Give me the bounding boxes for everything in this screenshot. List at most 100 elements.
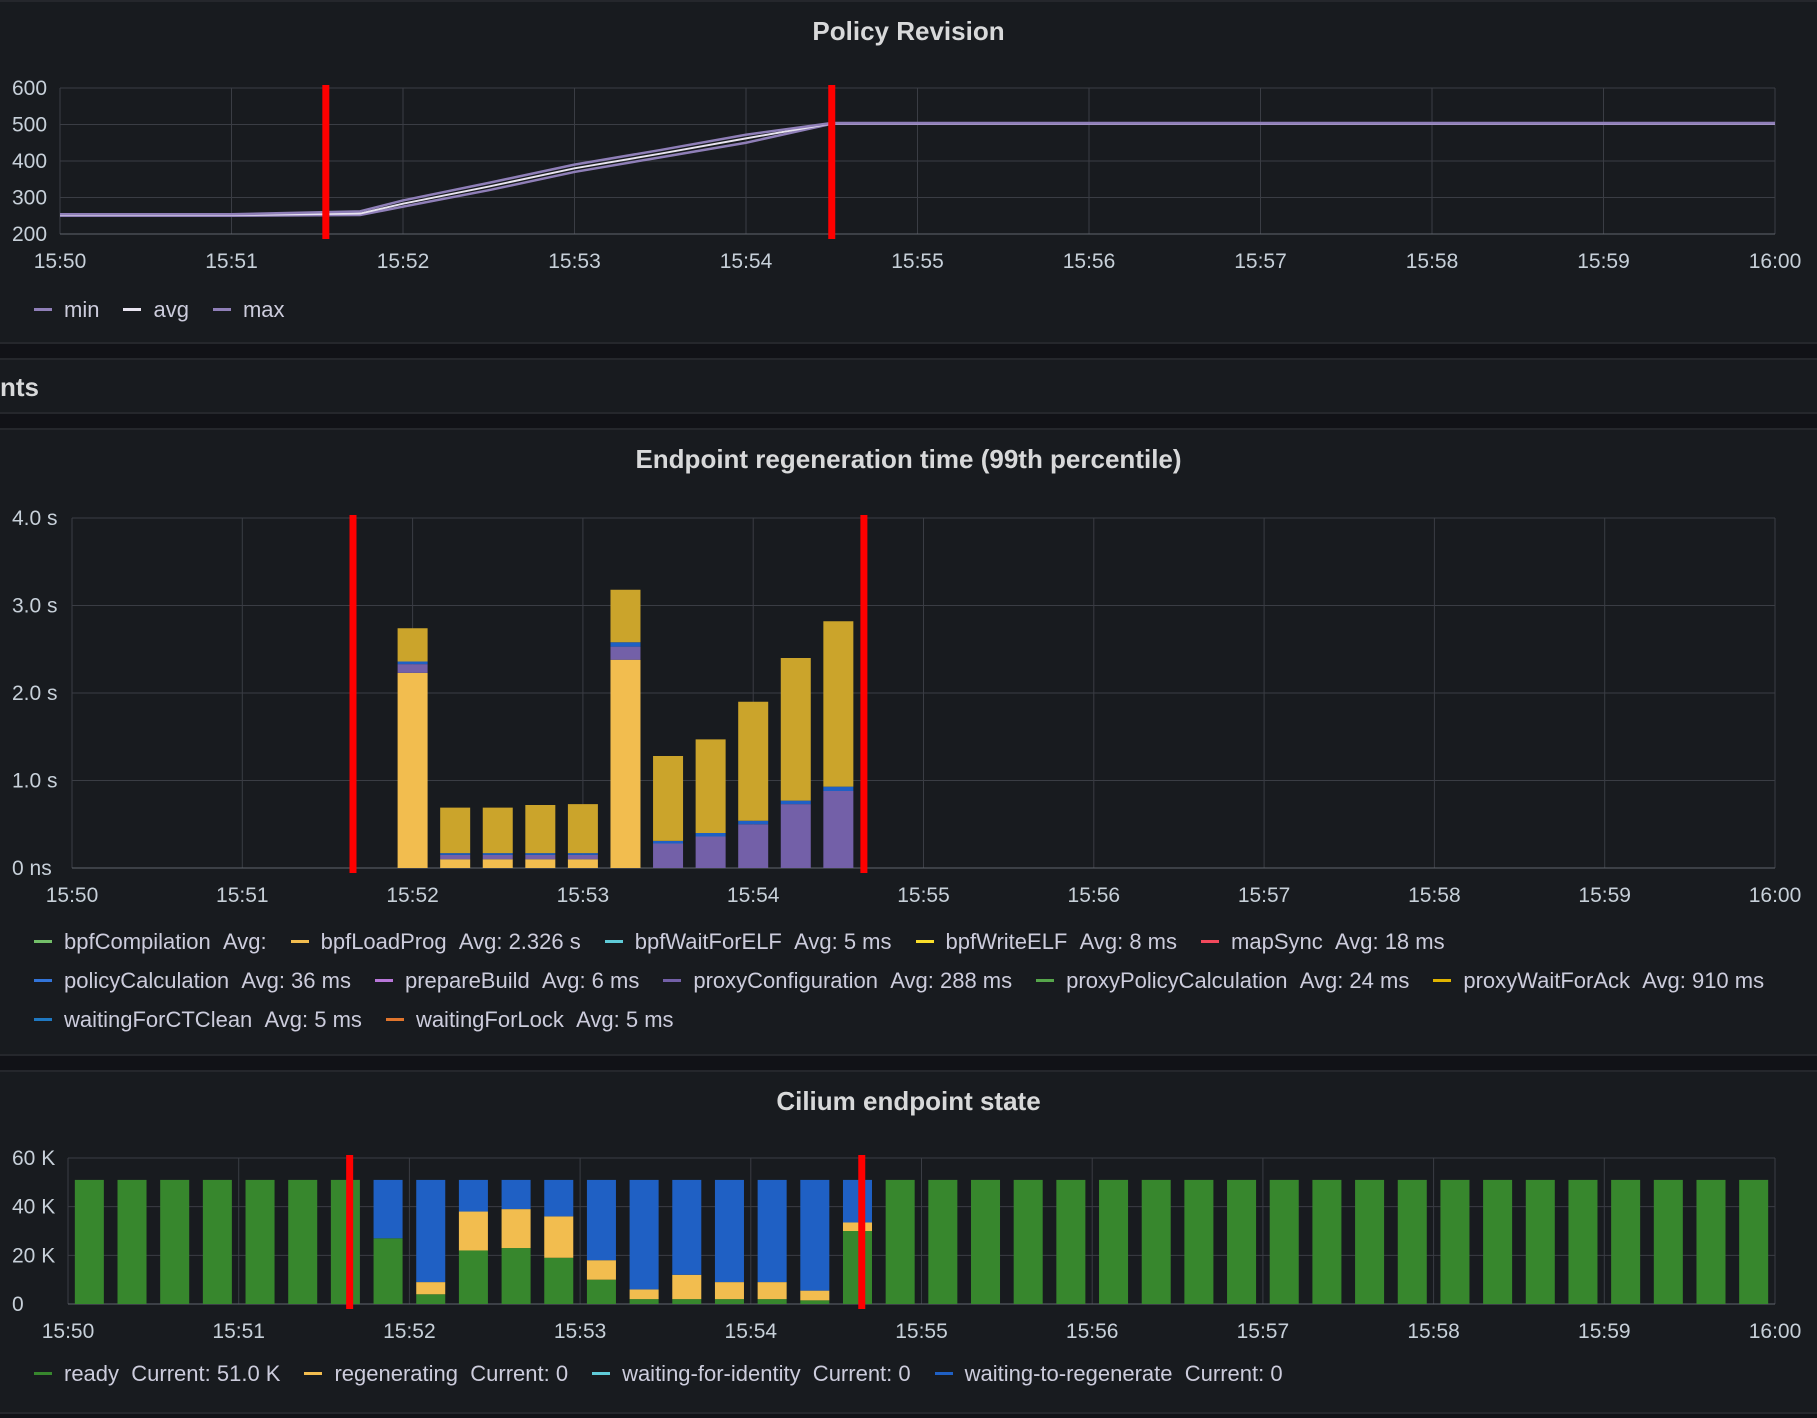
legend-item[interactable]: bpfCompilation Avg: <box>34 922 267 961</box>
row-title[interactable]: nts <box>0 372 39 402</box>
bar-segment-policyCalculation <box>695 833 726 837</box>
x-tick-label: 15:57 <box>1234 250 1287 273</box>
legend-swatch <box>934 1371 953 1375</box>
bar-segment-bpfLoadProg <box>610 589 641 643</box>
x-tick-label: 15:52 <box>377 250 430 273</box>
x-tick-label: 15:50 <box>34 250 87 273</box>
legend-swatch <box>1036 978 1055 982</box>
bar-segment-proxyWaitForAck <box>567 859 598 868</box>
legend-item[interactable]: proxyPolicyCalculation Avg: 24 ms <box>1036 961 1409 1000</box>
bar-segment-policyCalculation <box>653 840 684 844</box>
bar-segment-ready <box>586 1279 616 1304</box>
legend-swatch <box>915 939 934 943</box>
annotation-marker <box>349 515 357 873</box>
legend-label: bpfLoadProg <box>320 929 447 954</box>
legend-label: prepareBuild <box>404 968 530 993</box>
bar-segment-ready <box>330 1179 360 1304</box>
bar-segment-ready <box>1269 1179 1299 1304</box>
endpoint-state-chart: 0 20 K 40 K 60 K 15:50 15:51 15:52 15:53 15:54 15… <box>12 1147 1801 1343</box>
legend-swatch <box>1201 939 1220 943</box>
x-tick-label: 15:51 <box>216 884 269 907</box>
legend-item[interactable]: proxyWaitForAck Avg: 910 ms <box>1433 961 1764 1000</box>
legend-item[interactable]: policyCalculation Avg: 36 ms <box>34 961 351 1000</box>
bar-segment-waiting-to-regenerate <box>544 1179 574 1217</box>
endpoint-state-panel: Cilium endpoint state 0 20 K 40 K 60 K 15:50… <box>0 1070 1817 1414</box>
bar-segment-regenerating <box>544 1216 574 1258</box>
bar-segment-bpfLoadProg <box>780 658 811 801</box>
legend-stat: Avg: 8 ms <box>1067 929 1178 954</box>
legend-item[interactable]: waiting-to-regenerate Current: 0 <box>934 1354 1283 1393</box>
panel-title[interactable]: Endpoint regeneration time (99th percent… <box>635 444 1182 474</box>
bar-segment-ready <box>1355 1179 1385 1304</box>
legend-stat: Avg: <box>210 929 267 954</box>
regen-time-legend: bpfCompilation Avg: bpfLoadProg Avg: 2.32… <box>34 922 1807 1039</box>
legend-item[interactable]: bpfWriteELF Avg: 8 ms <box>915 922 1178 961</box>
x-tick-label: 15:53 <box>548 250 601 273</box>
legend-item[interactable]: bpfLoadProg Avg: 2.326 s <box>290 922 581 961</box>
bar-segment-policyCalculation <box>525 853 556 855</box>
legend-swatch <box>385 1017 404 1021</box>
y-tick-label: 4.0 s <box>12 507 58 530</box>
bar-segment-waiting-to-regenerate <box>842 1179 872 1223</box>
bar-segment-regenerating <box>800 1290 830 1301</box>
regen-time-panel: Endpoint regeneration time (99th percent… <box>0 428 1817 1056</box>
bar-segment-proxyWaitForAck <box>440 859 471 868</box>
legend-item[interactable]: regenerating Current: 0 <box>304 1354 568 1393</box>
bar-segment-proxyWaitForAck <box>610 659 641 868</box>
legend-item[interactable]: prepareBuild Avg: 6 ms <box>374 961 639 1000</box>
bar-segment-waiting-to-regenerate <box>458 1179 488 1212</box>
legend-swatch <box>290 939 309 943</box>
bar-segment-ready <box>416 1294 446 1304</box>
legend-item[interactable]: min <box>34 290 99 329</box>
bar-segment-regenerating <box>416 1282 446 1295</box>
bar-segment-proxyConfiguration <box>397 664 428 673</box>
legend-label: proxyConfiguration <box>693 968 879 993</box>
legend-swatch <box>212 307 231 311</box>
legend-item[interactable]: waitingForLock Avg: 5 ms <box>385 1000 674 1039</box>
bar-segment-waiting-to-regenerate <box>714 1179 744 1283</box>
row-header[interactable]: nts <box>0 358 1817 414</box>
legend-item[interactable]: bpfWaitForELF Avg: 5 ms <box>604 922 892 961</box>
series-line-max <box>60 121 1775 216</box>
legend-item[interactable]: mapSync Avg: 18 ms <box>1201 922 1445 961</box>
bar-segment-proxyConfiguration <box>823 791 854 868</box>
bar-segment-ready <box>1739 1179 1769 1304</box>
panel-title[interactable]: Policy Revision <box>812 16 1005 46</box>
x-tick-label: 15:56 <box>1066 1320 1119 1343</box>
bar-segment-waiting-to-regenerate <box>672 1179 702 1275</box>
bar-segment-ready <box>458 1250 488 1304</box>
bar-segment-ready <box>928 1179 958 1304</box>
legend-item[interactable]: max <box>212 290 285 329</box>
bar-segment-proxyConfiguration <box>440 854 471 860</box>
bar-segment-waiting-to-regenerate <box>757 1179 787 1283</box>
x-tick-label: 16:00 <box>1749 250 1802 273</box>
bar-segment-ready <box>842 1231 872 1304</box>
bar-segment-ready <box>202 1179 232 1304</box>
legend-swatch <box>1433 978 1452 982</box>
y-tick-label: 60 K <box>12 1147 55 1170</box>
bar-segment-proxyWaitForAck <box>525 859 556 868</box>
legend-item[interactable]: waitingForCTClean Avg: 5 ms <box>34 1000 362 1039</box>
legend-label: mapSync <box>1231 929 1323 954</box>
y-tick-label: 500 <box>12 114 47 137</box>
legend-item[interactable]: ready Current: 51.0 K <box>34 1354 280 1393</box>
x-tick-label: 15:58 <box>1407 1320 1460 1343</box>
x-tick-label: 15:55 <box>895 1320 948 1343</box>
legend-item[interactable]: avg <box>123 290 189 329</box>
bar-segment-ready <box>800 1300 830 1304</box>
legend-swatch <box>663 978 682 982</box>
bar-segment-ready <box>117 1179 147 1304</box>
legend-label: ready <box>64 1361 120 1386</box>
legend-label: max <box>242 297 285 322</box>
panel-title[interactable]: Cilium endpoint state <box>776 1086 1041 1116</box>
legend-label: min <box>64 297 100 322</box>
x-tick-label: 15:56 <box>1063 250 1116 273</box>
bar-segment-policyCalculation <box>567 853 598 855</box>
x-tick-label: 15:56 <box>1068 884 1121 907</box>
bar-segment-waiting-to-regenerate <box>586 1179 616 1261</box>
legend-item[interactable]: waiting-for-identity Current: 0 <box>592 1354 911 1393</box>
bar-segment-ready <box>1056 1179 1086 1304</box>
x-tick-label: 15:57 <box>1238 884 1291 907</box>
legend-swatch <box>604 939 623 943</box>
legend-item[interactable]: proxyConfiguration Avg: 288 ms <box>663 961 1012 1000</box>
